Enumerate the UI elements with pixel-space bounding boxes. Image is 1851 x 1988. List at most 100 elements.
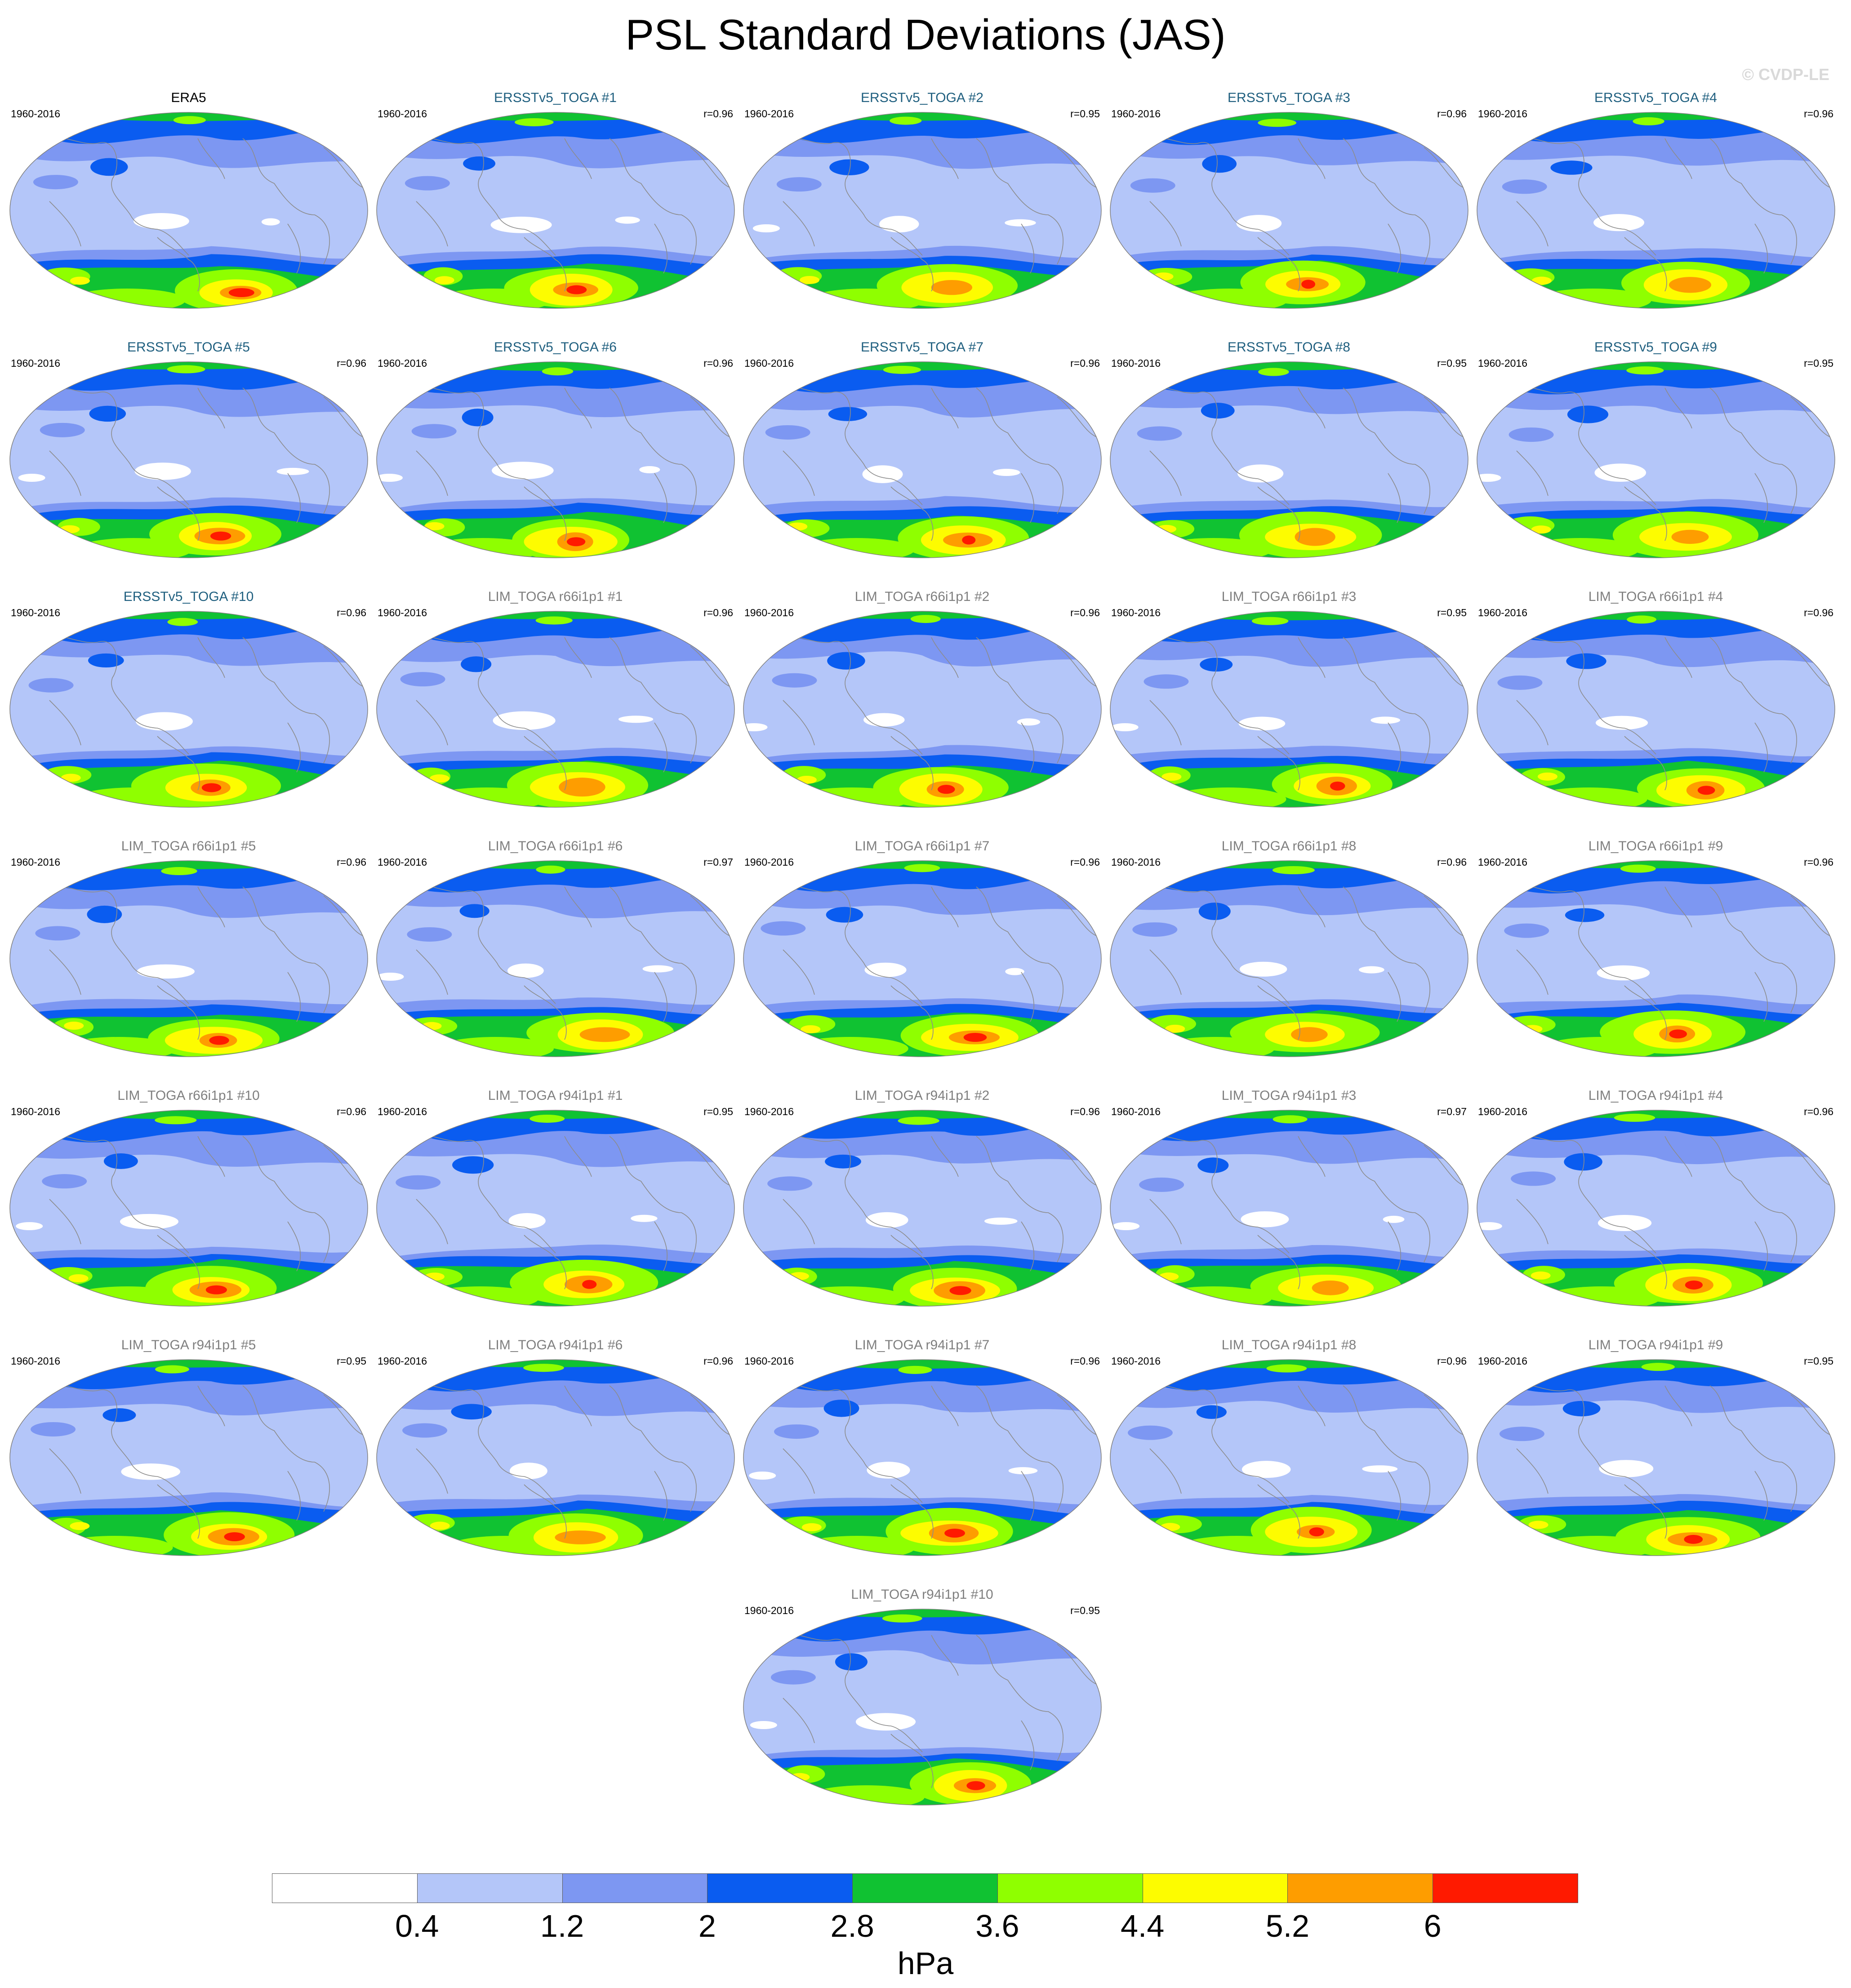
panel-title: LIM_TOGA r94i1p1 #3 xyxy=(1221,1088,1357,1103)
map-panel: ERSSTv5_TOGA #8 1960-2016 r=0.95 xyxy=(1106,339,1472,578)
map-panel: ERA5 1960-2016 xyxy=(5,90,372,328)
panel-correlation: r=0.96 xyxy=(1070,357,1100,369)
panel-years: 1960-2016 xyxy=(744,1605,794,1616)
map-panel: LIM_TOGA r94i1p1 #4 1960-2016 r=0.96 xyxy=(1473,1088,1839,1326)
colorbar-box xyxy=(997,1873,1143,1903)
map-panel: LIM_TOGA r66i1p1 #1 1960-2016 r=0.96 xyxy=(372,589,739,827)
panel-correlation: r=0.95 xyxy=(337,1355,366,1367)
map-panel: LIM_TOGA r94i1p1 #6 1960-2016 r=0.96 xyxy=(372,1337,739,1575)
map-panel: ERSSTv5_TOGA #1 1960-2016 r=0.96 xyxy=(372,90,739,328)
panel-correlation: r=0.96 xyxy=(1070,856,1100,868)
panel-title: LIM_TOGA r94i1p1 #1 xyxy=(488,1088,623,1103)
figure-title: PSL Standard Deviations (JAS) xyxy=(625,11,1226,59)
psl-std-map xyxy=(376,361,735,558)
map-panel: LIM_TOGA r66i1p1 #4 1960-2016 r=0.96 xyxy=(1473,589,1839,827)
map-panel: LIM_TOGA r66i1p1 #5 1960-2016 r=0.96 xyxy=(5,838,372,1076)
colorbar-box xyxy=(1287,1873,1433,1903)
panel-correlation: r=0.96 xyxy=(337,1106,366,1117)
panel-title: ERSSTv5_TOGA #8 xyxy=(1228,340,1350,355)
psl-std-map xyxy=(743,1609,1102,1806)
panel-title: LIM_TOGA r66i1p1 #7 xyxy=(854,839,990,854)
panel-correlation: r=0.96 xyxy=(703,607,733,618)
map-panel: LIM_TOGA r94i1p1 #7 1960-2016 r=0.96 xyxy=(739,1337,1105,1575)
map-panel: ERSSTv5_TOGA #6 1960-2016 r=0.96 xyxy=(372,339,739,578)
psl-std-map xyxy=(743,112,1102,309)
panel-correlation: r=0.96 xyxy=(337,856,366,868)
panel-title: ERSSTv5_TOGA #6 xyxy=(494,340,617,355)
panel-title: LIM_TOGA r66i1p1 #6 xyxy=(488,839,623,854)
panel-title: LIM_TOGA r94i1p1 #2 xyxy=(854,1088,990,1103)
colorbar-box xyxy=(707,1873,853,1903)
colorbar-tick-label: 0.4 xyxy=(395,1908,439,1944)
panel-title: LIM_TOGA r94i1p1 #4 xyxy=(1588,1088,1723,1103)
psl-std-map xyxy=(9,860,368,1057)
colorbar-tick-label: 2 xyxy=(698,1908,716,1944)
panel-title: ERSSTv5_TOGA #5 xyxy=(127,340,250,355)
map-panel: LIM_TOGA r66i1p1 #2 1960-2016 r=0.96 xyxy=(739,589,1105,827)
panel-correlation: r=0.96 xyxy=(1804,856,1833,868)
panel-years: 1960-2016 xyxy=(378,357,427,369)
panel-correlation: r=0.97 xyxy=(703,856,733,868)
panel-correlation: r=0.95 xyxy=(1437,607,1467,618)
panel-correlation: r=0.96 xyxy=(1070,1106,1100,1117)
panel-correlation: r=0.96 xyxy=(337,607,366,618)
panel-years: 1960-2016 xyxy=(1478,1355,1527,1367)
panel-title: LIM_TOGA r66i1p1 #1 xyxy=(488,589,623,604)
panel-title: LIM_TOGA r94i1p1 #6 xyxy=(488,1338,623,1352)
map-panel: LIM_TOGA r94i1p1 #2 1960-2016 r=0.96 xyxy=(739,1088,1105,1326)
panel-years: 1960-2016 xyxy=(378,856,427,868)
psl-std-map xyxy=(1110,1359,1468,1556)
panel-title: LIM_TOGA r66i1p1 #10 xyxy=(117,1088,260,1103)
watermark: © CVDP-LE xyxy=(1742,65,1829,84)
psl-std-map xyxy=(1477,860,1835,1057)
psl-std-map xyxy=(1110,860,1468,1057)
psl-std-map xyxy=(743,860,1102,1057)
panel-title: LIM_TOGA r94i1p1 #9 xyxy=(1588,1338,1723,1352)
panel-title: ERA5 xyxy=(171,90,206,105)
colorbar-tick-label: 2.8 xyxy=(830,1908,874,1944)
panel-title: ERSSTv5_TOGA #7 xyxy=(861,340,983,355)
map-panel: LIM_TOGA r94i1p1 #5 1960-2016 r=0.95 xyxy=(5,1337,372,1575)
map-panel: ERSSTv5_TOGA #9 1960-2016 r=0.95 xyxy=(1473,339,1839,578)
panel-years: 1960-2016 xyxy=(744,607,794,618)
panel-years: 1960-2016 xyxy=(1111,607,1161,618)
panel-title: LIM_TOGA r94i1p1 #5 xyxy=(121,1338,256,1352)
psl-std-map xyxy=(1110,611,1468,808)
psl-std-map xyxy=(1477,611,1835,808)
panel-years: 1960-2016 xyxy=(1478,108,1527,120)
panel-title: LIM_TOGA r66i1p1 #5 xyxy=(121,839,256,854)
panel-years: 1960-2016 xyxy=(744,1106,794,1117)
panel-correlation: r=0.96 xyxy=(1070,607,1100,618)
psl-std-map xyxy=(1110,361,1468,558)
psl-std-map xyxy=(9,1359,368,1556)
panel-years: 1960-2016 xyxy=(1478,1106,1527,1117)
panel-correlation: r=0.96 xyxy=(1804,1106,1833,1117)
psl-std-map xyxy=(1110,1110,1468,1307)
panel-correlation: r=0.96 xyxy=(1437,856,1467,868)
panel-correlation: r=0.96 xyxy=(1070,1355,1100,1367)
colorbar-box xyxy=(1142,1873,1288,1903)
panel-years: 1960-2016 xyxy=(1478,607,1527,618)
map-panel: LIM_TOGA r94i1p1 #8 1960-2016 r=0.96 xyxy=(1106,1337,1472,1575)
panel-title: ERSSTv5_TOGA #4 xyxy=(1594,90,1717,105)
panel-title: LIM_TOGA r66i1p1 #8 xyxy=(1221,839,1357,854)
psl-std-map xyxy=(1477,361,1835,558)
panel-years: 1960-2016 xyxy=(378,108,427,120)
panel-years: 1960-2016 xyxy=(744,856,794,868)
panel-correlation: r=0.95 xyxy=(1804,357,1833,369)
panel-years: 1960-2016 xyxy=(378,1355,427,1367)
panel-correlation: r=0.95 xyxy=(1070,1605,1100,1616)
panel-years: 1960-2016 xyxy=(11,1355,60,1367)
panel-years: 1960-2016 xyxy=(744,1355,794,1367)
map-panel: ERSSTv5_TOGA #4 1960-2016 r=0.96 xyxy=(1473,90,1839,328)
psl-std-map xyxy=(1477,1110,1835,1307)
panel-correlation: r=0.96 xyxy=(703,357,733,369)
panel-correlation: r=0.96 xyxy=(1437,1355,1467,1367)
panel-title: LIM_TOGA r66i1p1 #9 xyxy=(1588,839,1723,854)
panel-correlation: r=0.96 xyxy=(1437,108,1467,120)
panel-title: LIM_TOGA r94i1p1 #10 xyxy=(851,1587,993,1602)
colorbar xyxy=(272,1873,1578,1904)
map-panel: ERSSTv5_TOGA #2 1960-2016 r=0.95 xyxy=(739,90,1105,328)
panel-years: 1960-2016 xyxy=(1111,357,1161,369)
panel-correlation: r=0.96 xyxy=(703,1355,733,1367)
